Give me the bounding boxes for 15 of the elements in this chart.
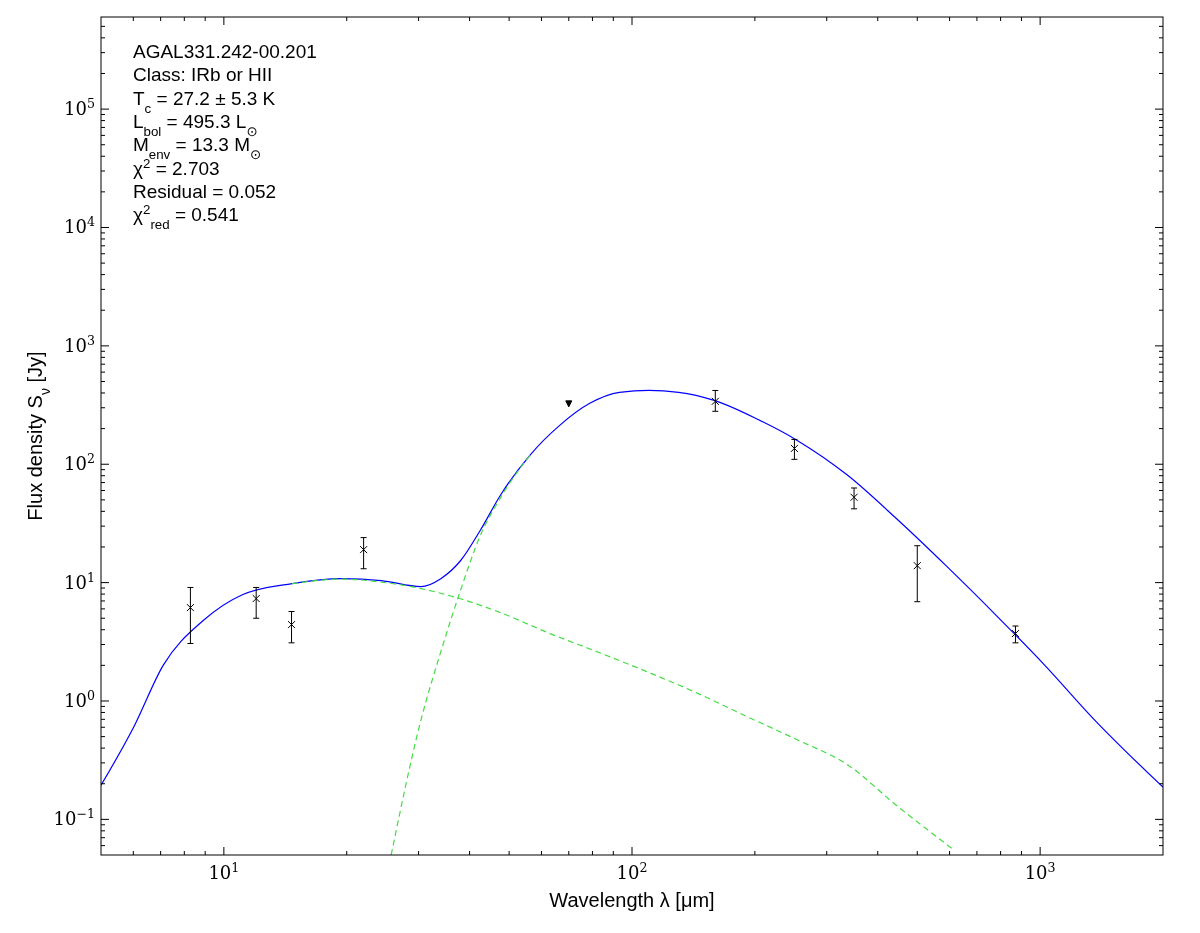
x-tick-label: 10$^{2}$ — [616, 859, 648, 883]
y-tick-label: 10$^{−1}$ — [53, 805, 95, 830]
annotation: Class: IRb or HII — [133, 64, 273, 86]
y-tick-label: 10$^{4}$ — [64, 213, 95, 238]
y-tick-label: 10$^{3}$ — [64, 332, 95, 356]
y-tick-label: 10$^{2}$ — [64, 450, 95, 475]
annotation: Residual = 0.052 — [133, 180, 277, 202]
y-tick-label: 10$^{0}$ — [64, 687, 95, 711]
y-tick-label: 10$^{1}$ — [64, 569, 95, 593]
x-tick-label: 10$^{1}$ — [208, 859, 240, 883]
x-axis-title: Wavelength λ [μm] — [549, 889, 715, 911]
y-tick-label: 10$^{5}$ — [64, 95, 95, 120]
annotation: AGAL331.242-00.201 — [133, 41, 317, 62]
x-tick-label: 10$^{3}$ — [1024, 859, 1056, 883]
annotation: χ$^{2}$$_{red}$ = 0.541 — [133, 201, 239, 232]
